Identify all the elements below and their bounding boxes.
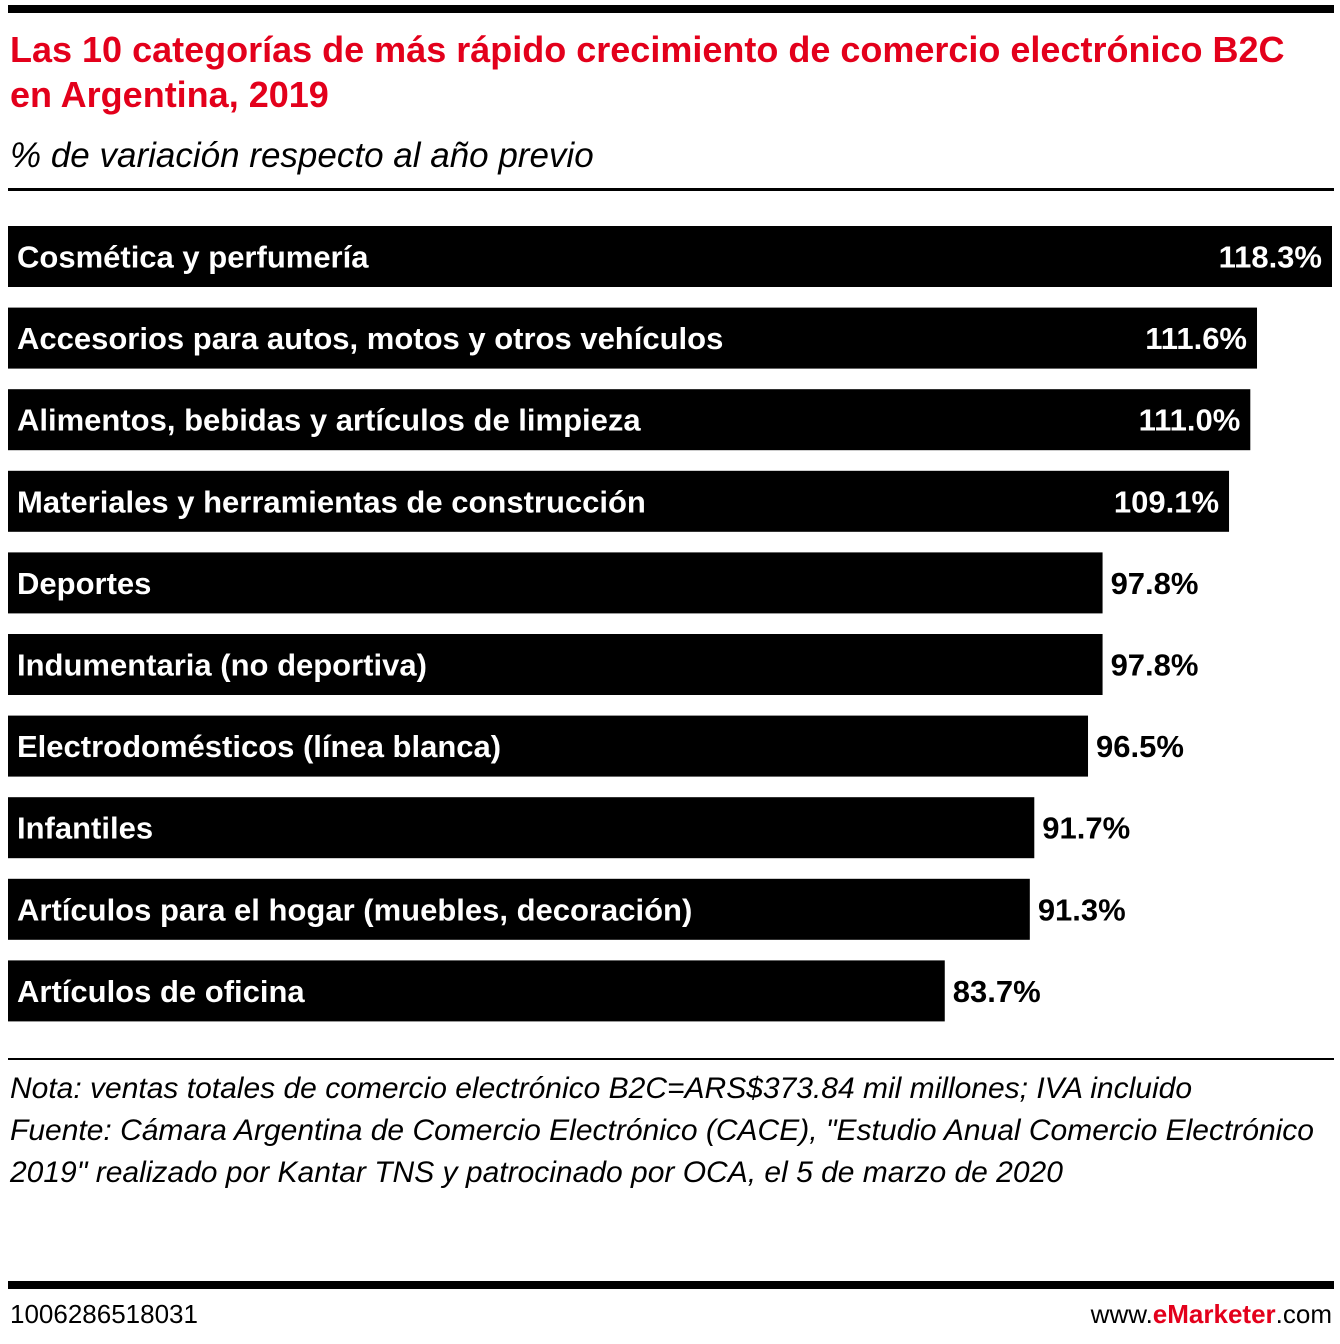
bar [8,226,1332,287]
source-text: Fuente: Cámara Argentina de Comercio Ele… [10,1114,1314,1189]
chart-title: Las 10 categorías de más rápido crecimie… [10,29,1285,115]
bar [8,797,1035,859]
value-label: 111.6% [1145,321,1247,356]
chart-subtitle: % de variación respecto al año previo [10,136,594,175]
bar [8,715,1089,777]
value-label: 109.1% [1114,484,1219,519]
bar [8,878,1030,940]
bar [8,552,1103,614]
value-label: 97.8% [1111,648,1199,683]
category-label: Materiales y herramientas de construcció… [17,484,646,519]
bar [8,634,1103,695]
category-label: Artículos para el hogar (muebles, decora… [17,892,692,927]
category-label: Cosmética y perfumería [17,240,369,275]
value-label: 118.3% [1219,240,1322,275]
brand-suffix: .com [1275,1299,1332,1329]
bar [8,307,1258,369]
chart-id: 1006286518031 [10,1299,198,1329]
bar [8,960,945,1022]
title-divider [8,188,1334,191]
value-label: 91.3% [1038,892,1126,927]
bar [8,389,1251,451]
note-text: Nota: ventas totales de comercio electró… [10,1072,1192,1105]
notes: Nota: ventas totales de comercio electró… [10,1068,1335,1194]
bottom-rule [8,1281,1334,1289]
brand-link[interactable]: www.eMarketer.com [1091,1297,1332,1331]
category-label: Deportes [17,566,151,601]
value-label: 111.0% [1139,403,1241,438]
top-rule [8,5,1334,13]
value-label: 97.8% [1111,566,1199,601]
value-label: 91.7% [1042,811,1130,846]
value-label: 96.5% [1096,729,1184,764]
value-label: 83.7% [953,974,1041,1009]
bar-chart: Cosmética y perfumería 118.3% Accesorios p… [8,226,1332,1022]
brand-prefix: www. [1090,1299,1153,1329]
category-label: Alimentos, bebidas y artículos de limpie… [17,403,641,438]
category-label: Infantiles [17,811,153,846]
brand-name: eMarketer [1152,1299,1276,1329]
category-label: Artículos de oficina [17,974,305,1009]
category-label: Indumentaria (no deportiva) [17,648,427,683]
notes-divider [8,1058,1334,1060]
category-label: Electrodomésticos (línea blanca) [17,729,501,764]
category-label: Accesorios para autos, motos y otros veh… [17,321,723,356]
bar [8,470,1230,532]
